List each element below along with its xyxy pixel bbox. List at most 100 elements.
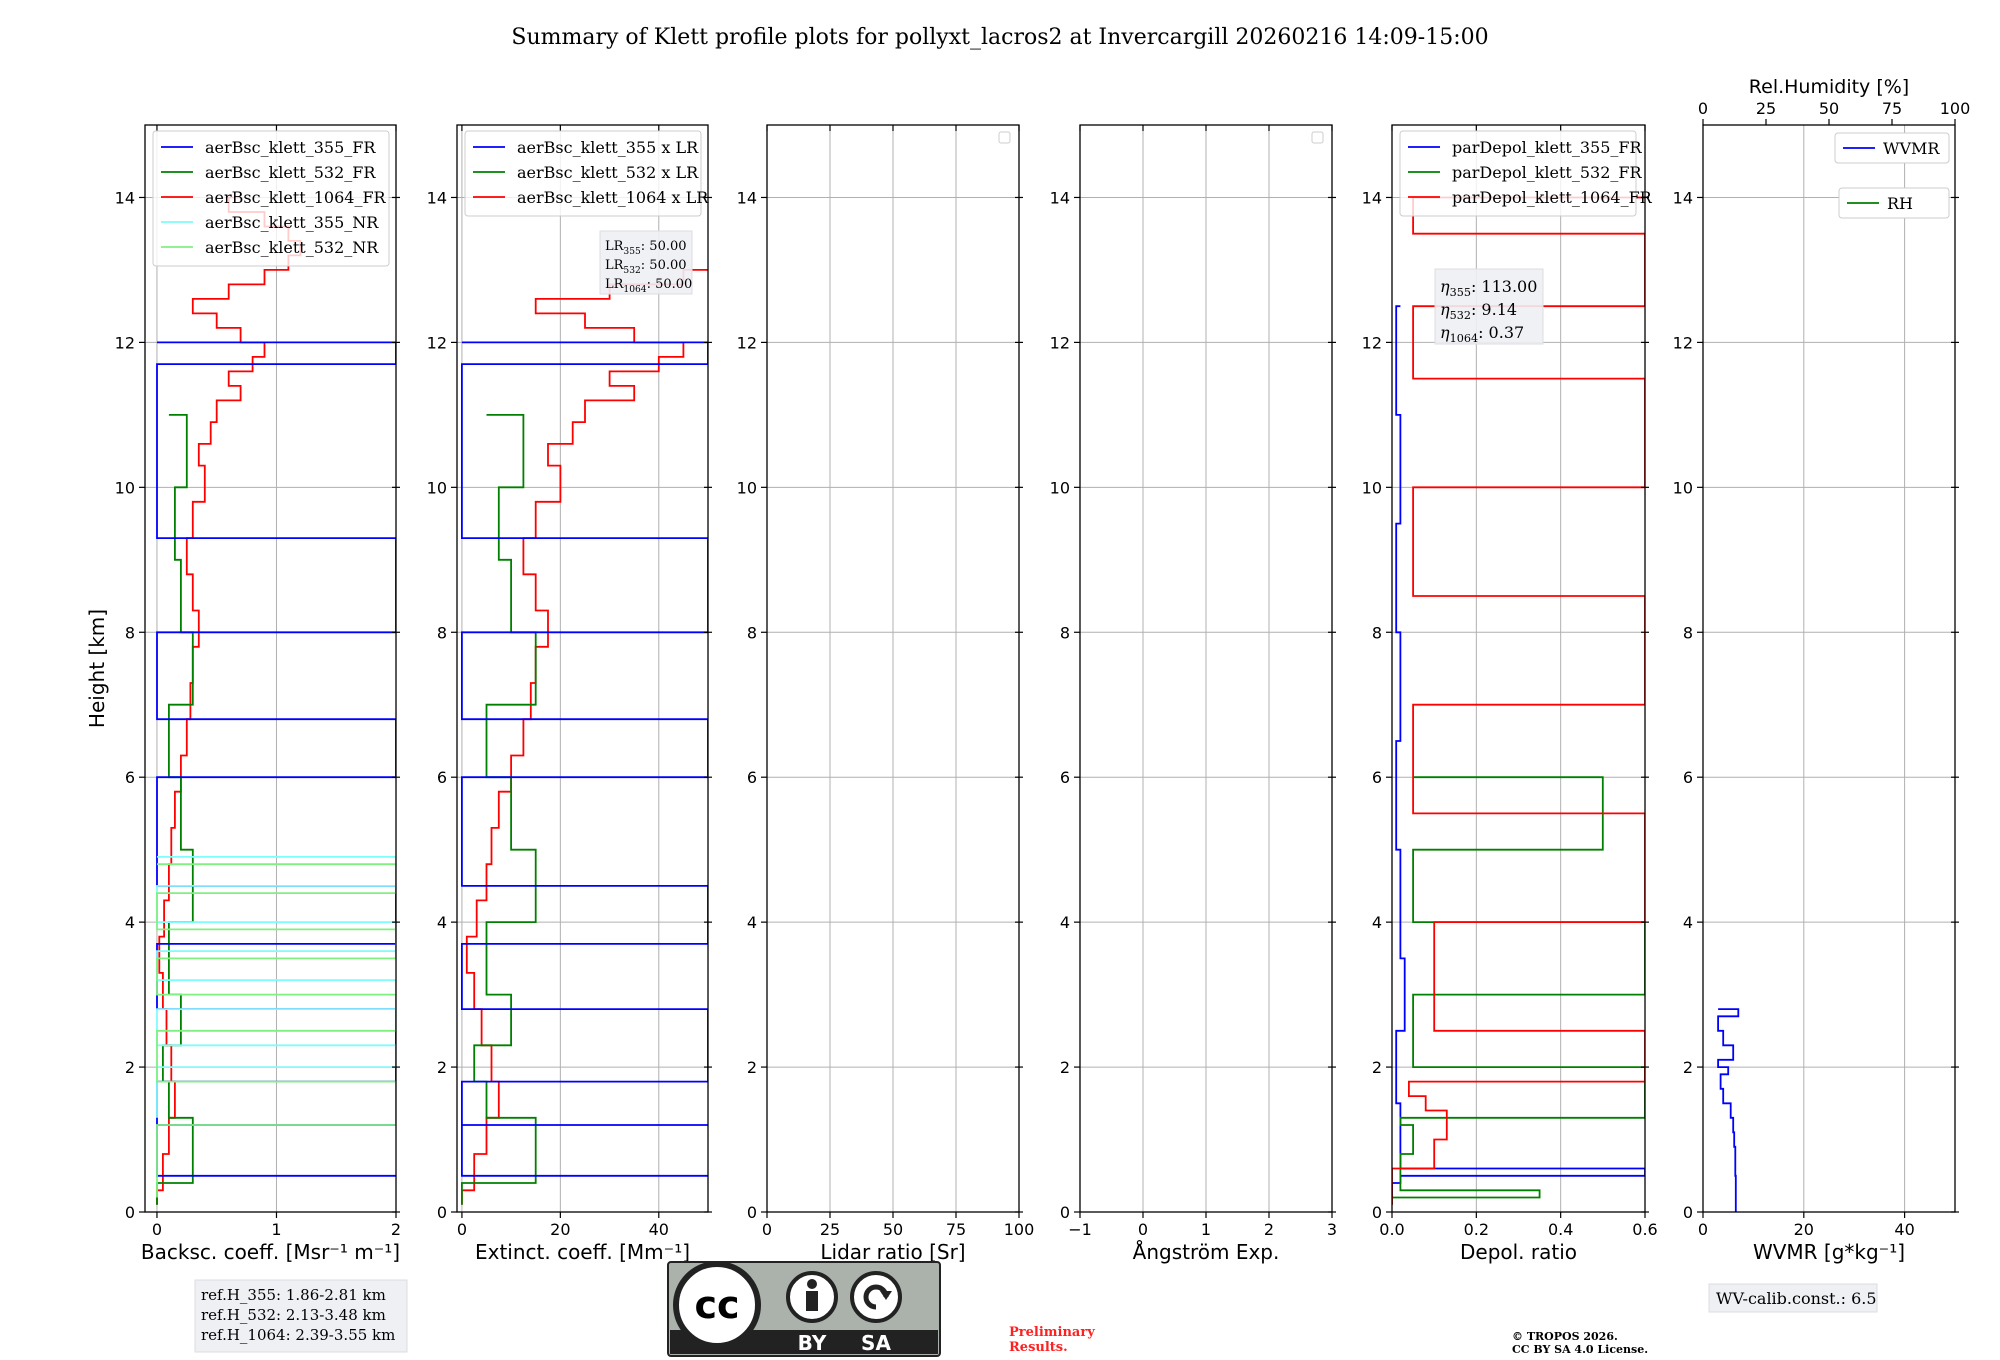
y-tick-label: 6 xyxy=(125,768,135,787)
series-group xyxy=(156,196,396,1205)
y-tick-label: 6 xyxy=(1372,768,1382,787)
axes-frame xyxy=(456,124,709,1213)
cc-logo-icon xyxy=(673,1261,761,1349)
axes-frame xyxy=(1391,124,1646,1213)
annotation-line: LR532: 50.00 xyxy=(605,258,687,276)
panel-depolarization: 0.0 0.2 0.4 0.6 0 2 4 6 8 10 12 14 Depol. ratio parDe… xyxy=(1362,124,1658,1264)
y-tick-label: 14 xyxy=(1362,188,1382,207)
series-line-aerBsc_klett_532_FR xyxy=(156,414,194,1205)
ref-height-532: ref.H_532: 2.13-3.48 km xyxy=(201,1306,386,1324)
legend-entry: aerBsc_klett_532_NR xyxy=(205,238,379,257)
series-line-aerBsc_klett_532_NR xyxy=(156,863,396,1198)
legend: aerBsc_klett_355_FR aerBsc_klett_532_FRae… xyxy=(152,130,390,267)
y-tick-label: 2 xyxy=(1372,1058,1382,1077)
ref-height-355: ref.H_355: 1.86-2.81 km xyxy=(201,1286,386,1304)
x-tick-label: 1 xyxy=(1201,1220,1211,1239)
panel-wvmr-rh: 0 20 40 0 2 4 6 8 10 12 14 0 25 50 75 100 Rel.Humidity [… xyxy=(1673,76,1971,1264)
y-tick-label: 10 xyxy=(737,478,757,497)
empty-legend-box xyxy=(998,131,1011,144)
y-tick-label: 0 xyxy=(1372,1203,1382,1222)
legend-entry: aerBsc_klett_1064_FR xyxy=(205,188,387,207)
x-tick-label: 0.4 xyxy=(1548,1220,1573,1239)
series-line-parDepol_klett_355_FR xyxy=(1392,305,1645,1198)
copyright-note: © TROPOS 2026. CC BY SA 4.0 License. xyxy=(1512,1330,1648,1356)
legend-entry: WVMR xyxy=(1883,139,1940,158)
x-top-tick-label: 0 xyxy=(1698,99,1708,118)
y-tick-label: 4 xyxy=(1683,913,1693,932)
y-tick-label: 2 xyxy=(437,1058,447,1077)
x-tick-label: −1 xyxy=(1068,1220,1092,1239)
axes-frame xyxy=(1702,124,1956,1213)
legend-entry: parDepol_klett_532_FR xyxy=(1452,163,1643,182)
y-tick-label: 8 xyxy=(747,623,757,642)
y-tick-label: 4 xyxy=(747,913,757,932)
copyright-line-2: CC BY SA 4.0 License. xyxy=(1512,1343,1648,1356)
y-tick-label: 4 xyxy=(125,913,135,932)
x-axis-label: WVMR [g*kg⁻¹] xyxy=(1753,1240,1905,1264)
series-line-aerBsc_klett_1064_FR xyxy=(156,196,302,1205)
y-tick-label: 4 xyxy=(1060,913,1070,932)
y-tick-label: 0 xyxy=(1683,1203,1693,1222)
legend-entry: aerBsc_klett_355_NR xyxy=(205,213,379,232)
y-tick-label: 14 xyxy=(1050,188,1070,207)
y-tick-label: 8 xyxy=(437,623,447,642)
x-top-axis-label: Rel.Humidity [%] xyxy=(1749,76,1909,98)
ref-height-1064: ref.H_1064: 2.39-3.55 km xyxy=(201,1326,395,1344)
x-axis-label: Extinct. coeff. [Mm⁻¹] xyxy=(475,1240,690,1264)
series-group xyxy=(1392,196,1645,1205)
series-line-parDepol_klett_1064_FR xyxy=(1392,196,1645,1205)
series-line-parDepol_klett_532_FR xyxy=(1392,776,1645,1205)
x-tick-label: 25 xyxy=(820,1220,840,1239)
legend: aerBsc_klett_355 x LR aerBsc_klett_532 x … xyxy=(464,130,709,217)
y-tick-label: 14 xyxy=(737,188,757,207)
x-tick-label: 0.2 xyxy=(1464,1220,1489,1239)
by-label: BY xyxy=(798,1331,827,1355)
x-top-tick-label: 25 xyxy=(1756,99,1776,118)
legend-entry: parDepol_klett_1064_FR xyxy=(1452,188,1653,207)
y-tick-label: 0 xyxy=(1060,1203,1070,1222)
annotation-line: η532: 9.14 xyxy=(1440,300,1517,322)
x-tick-label: 0 xyxy=(762,1220,772,1239)
annotation-line: η355: 113.00 xyxy=(1440,277,1537,299)
x-tick-label: 0.6 xyxy=(1632,1220,1657,1239)
y-axis-label: Height [km] xyxy=(85,609,109,728)
y-tick-label: 12 xyxy=(115,333,135,352)
y-tick-label: 12 xyxy=(1362,333,1382,352)
annotation-line: LR1064: 50.00 xyxy=(605,277,692,295)
x-tick-label: 0 xyxy=(1138,1220,1148,1239)
series-line-aerBsc_klett_1064 x LR xyxy=(461,269,708,1205)
series-line-aerBsc_klett_532 x LR xyxy=(461,414,537,1205)
x-axis-label: Ångström Exp. xyxy=(1133,1240,1280,1264)
x-axis-label: Depol. ratio xyxy=(1460,1240,1577,1264)
copyright-line-1: © TROPOS 2026. xyxy=(1512,1330,1618,1343)
x-tick-label: 75 xyxy=(946,1220,966,1239)
cc-by-sa-badge: cc BY SA xyxy=(667,1261,941,1357)
series-line-aerBsc_klett_355 x LR xyxy=(461,341,708,1177)
x-tick-label: 0 xyxy=(152,1220,162,1239)
wv-calib-box: WV-calib.const.: 6.5 xyxy=(1708,1283,1878,1313)
series-line-WVMR xyxy=(1717,1008,1740,1212)
y-tick-label: 12 xyxy=(737,333,757,352)
series-group xyxy=(1717,1008,1740,1212)
preliminary-line-1: Preliminary xyxy=(1009,1325,1095,1340)
x-top-tick-label: 75 xyxy=(1882,99,1902,118)
x-tick-label: 20 xyxy=(1794,1220,1814,1239)
y-tick-label: 8 xyxy=(1060,623,1070,642)
legend: parDepol_klett_355_FR parDepol_klett_532_… xyxy=(1399,130,1653,217)
x-axis-label: Backsc. coeff. [Msr⁻¹ m⁻¹] xyxy=(141,1240,400,1264)
legend-entry: aerBsc_klett_1064 x LR xyxy=(517,188,709,207)
annotation-line: η1064: 0.37 xyxy=(1440,323,1524,345)
y-tick-label: 12 xyxy=(427,333,447,352)
y-tick-label: 0 xyxy=(747,1203,757,1222)
legend-entry: aerBsc_klett_355 x LR xyxy=(517,138,699,157)
sa-label: SA xyxy=(861,1331,891,1355)
x-tick-label: 40 xyxy=(649,1220,669,1239)
preliminary-note: Preliminary Results. xyxy=(1009,1325,1095,1355)
panel-lidar-ratio: 0 25 50 75 100 0 2 4 6 8 10 12 14 Lidar ratio [Sr] xyxy=(737,124,1034,1264)
y-tick-label: 12 xyxy=(1050,333,1070,352)
y-tick-label: 8 xyxy=(125,623,135,642)
axes-frame xyxy=(144,124,397,1213)
